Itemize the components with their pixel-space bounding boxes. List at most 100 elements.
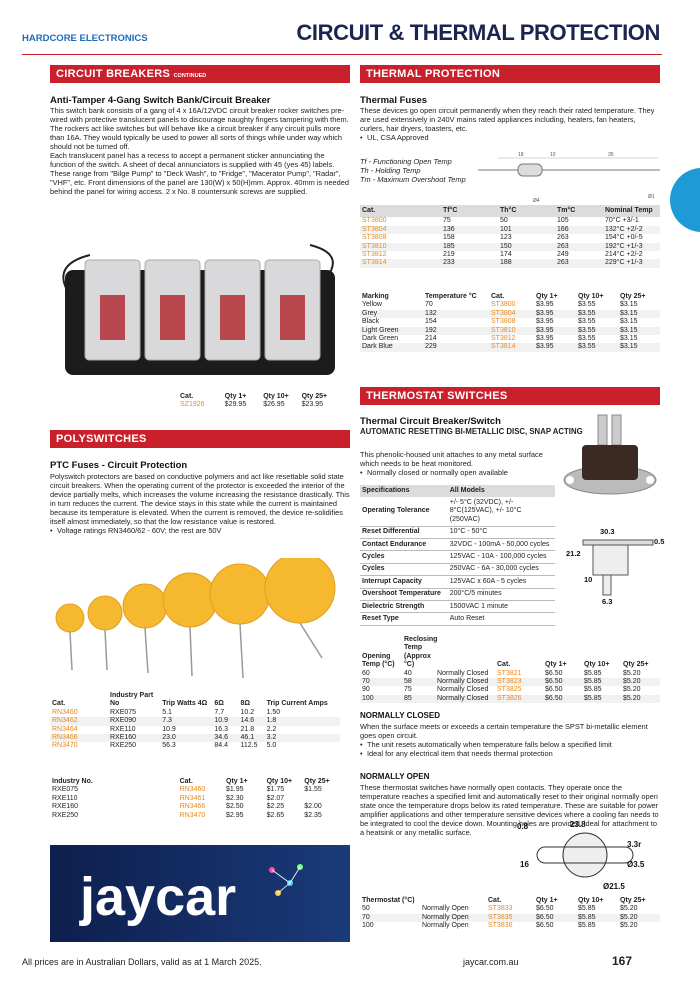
column-header: Temperature °C: [425, 293, 477, 300]
table-cell: RN3466: [179, 803, 206, 811]
table-cell: Cycles: [360, 563, 448, 577]
table-cell: 132: [423, 309, 489, 319]
paragraph: Th - Holding Temp: [360, 166, 421, 175]
column-header: Industry Part No: [110, 692, 154, 708]
rule: [22, 54, 662, 55]
table-row: 50 Normally Open ST3833 $6.50 $5.85 $5.20: [360, 905, 660, 913]
table-row: ST3804 136 101 166 132°C +2/-2: [360, 225, 660, 235]
table-cell: Black: [362, 318, 380, 326]
column-header: Cat.: [180, 393, 194, 400]
table-cell: $2.07: [266, 794, 285, 802]
table: Marking Temperature °C Cat. Qty 1+ Qty 10+ Qt…: [360, 293, 660, 352]
table-cell: $3.15: [620, 301, 638, 309]
table-row: ST3814 233 188 263 229°C +1/-3: [360, 259, 660, 268]
price-table: Industry No. Cat. Qty 1+ Qty 10+ Qty 25+ RXE0…: [50, 778, 340, 820]
product-title: Anti-Tamper 4-Gang Switch Bank/Circuit B…: [50, 95, 271, 106]
table-cell: 166: [555, 225, 603, 235]
table-row: RXE160 RN3466 $2.50 $2.25 $2.00: [50, 803, 340, 811]
heading: CIRCUIT BREAKERS: [56, 68, 171, 80]
table-cell: 105: [557, 217, 569, 225]
description: This switch bank consists of a gang of 4…: [50, 106, 350, 196]
paragraph: These devices go open circuit permanentl…: [360, 106, 655, 133]
table-cell: $3.55: [578, 318, 596, 326]
table-cell: ST3823: [495, 678, 543, 687]
table-cell: 132°C +2/-2: [603, 225, 660, 235]
table-cell: Light Green: [360, 326, 423, 336]
table-cell: 40: [404, 669, 412, 677]
table-row: Dielectric Strength 1500VAC 1 minute: [360, 600, 555, 614]
table-cell: ST3826: [495, 694, 543, 704]
table-row: 100 85 Normally Closed ST3826 $6.50 $5.85 $5.2…: [360, 694, 660, 704]
table-row: ST3812 219 174 249 214°C +2/-2: [360, 251, 660, 259]
column-header: Qty 25+: [301, 393, 328, 400]
dimension: Ø3.5: [627, 860, 645, 869]
table-cell: ST3814: [360, 259, 441, 268]
subtitle: AUTOMATIC RESETTING BI-METALLIC DISC, SN…: [360, 427, 583, 436]
table-cell: $5.85: [584, 669, 602, 677]
table-cell: $5.20: [623, 686, 641, 694]
table-row: Interrupt Capacity 125VAC x 60A - 5 cycle…: [360, 575, 555, 589]
dimension: 10: [584, 575, 592, 584]
section-bar: THERMOSTAT SWITCHES: [360, 387, 660, 405]
table-body: Yellow 70 ST3800 $3.95 $3.55 $3.15 Grey 132 ST38…: [360, 301, 660, 352]
table-cell: Auto Reset: [447, 612, 555, 626]
spec-table: Cat. Industry Part No Trip Watts 4Ω 6Ω 8Ω Tri…: [50, 692, 340, 751]
product-image: [62, 244, 335, 375]
table-cell: 229°C +1/-3: [603, 259, 660, 268]
table-cell: $29.95: [224, 401, 247, 409]
table-cell: ST3810: [489, 326, 534, 336]
dimension: 30.3: [600, 527, 615, 536]
table-cell: ST3808: [362, 234, 387, 242]
column-header: Industry No.: [52, 778, 93, 785]
table: Industry No. Cat. Qty 1+ Qty 10+ Qty 25+ RXE0…: [50, 778, 340, 820]
table-cell: $5.85: [582, 694, 621, 704]
table-cell: $3.55: [578, 335, 596, 343]
table-cell: RN3460: [179, 786, 206, 794]
page-number: 167: [612, 954, 633, 968]
table-cell: $3.95: [536, 335, 554, 343]
table-cell: $5.85: [584, 686, 602, 694]
table-cell: Dark Blue: [360, 343, 423, 352]
table-cell: ST3808: [491, 318, 516, 326]
table-row: ST3810 185 150 263 192°C +1/-3: [360, 242, 660, 252]
section-bar: CIRCUIT BREAKERS CONTINUED: [50, 65, 350, 83]
table-cell: Operating Tolerance: [360, 497, 448, 527]
table-cell: Normally Open: [420, 913, 486, 923]
column-header: Th°C: [498, 205, 555, 218]
table-cell: ST3835: [486, 913, 534, 923]
table-cell: $1.55: [304, 786, 322, 794]
table-cell: 46.1: [238, 734, 265, 743]
bullets: UL, CSA Approved: [360, 133, 440, 142]
table-cell: Reset Differential: [360, 526, 448, 540]
table-cell: $5.85: [578, 905, 596, 913]
table-row: RXE075 RN3460 $1.95 $1.75 $1.55: [50, 786, 340, 794]
column-header: Qty 1+: [536, 897, 558, 904]
table-row: RN3462 RXE090 7.3 10.9 14.6 1.8: [50, 717, 340, 726]
table-cell: $3.15: [618, 343, 660, 352]
table-cell: $3.95: [534, 309, 576, 319]
dimension: 21.2: [566, 549, 581, 558]
table-cell: $5.20: [620, 905, 638, 913]
table-cell: ST3812: [362, 251, 387, 259]
table-cell: $5.85: [576, 913, 618, 923]
column-header: Cat.: [488, 897, 502, 904]
table-body: 50 Normally Open ST3833 $6.50 $5.85 $5.20 70 No…: [360, 905, 660, 930]
table-cell: 158: [443, 234, 455, 242]
table-cell: 84.4: [214, 742, 228, 750]
price-table: Opening Temp (°C) Reclosing Temp (Approx …: [360, 636, 660, 704]
table-cell: ST3810: [360, 242, 441, 252]
table-cell: $3.15: [620, 335, 638, 343]
table-cell: 16.3: [214, 725, 228, 733]
column-header: Qty 10+: [578, 897, 604, 904]
table-cell: 233: [441, 259, 498, 268]
column-header: Cat.: [491, 293, 505, 300]
paragraph: Tf - Functioning Open Temp: [360, 157, 452, 166]
legend: Tf - Functioning Open Temp Th - Holding T…: [360, 157, 466, 184]
table-cell: 5.1: [162, 708, 172, 716]
table-row: Cycles 250VAC - 6A - 30,000 cycles: [360, 563, 555, 577]
header-row: Industry No. Cat. Qty 1+ Qty 10+ Qty 25+: [50, 778, 340, 786]
table-row: RXE250 RN3470 $2.95 $2.65 $2.35: [50, 812, 340, 820]
product-title: PTC Fuses - Circuit Protection: [50, 460, 188, 471]
table: Cat. Tf°C Th°C Tm°C Nominal Temp ST3800 75 50 10…: [360, 205, 660, 268]
table-cell: $6.50: [536, 905, 554, 913]
